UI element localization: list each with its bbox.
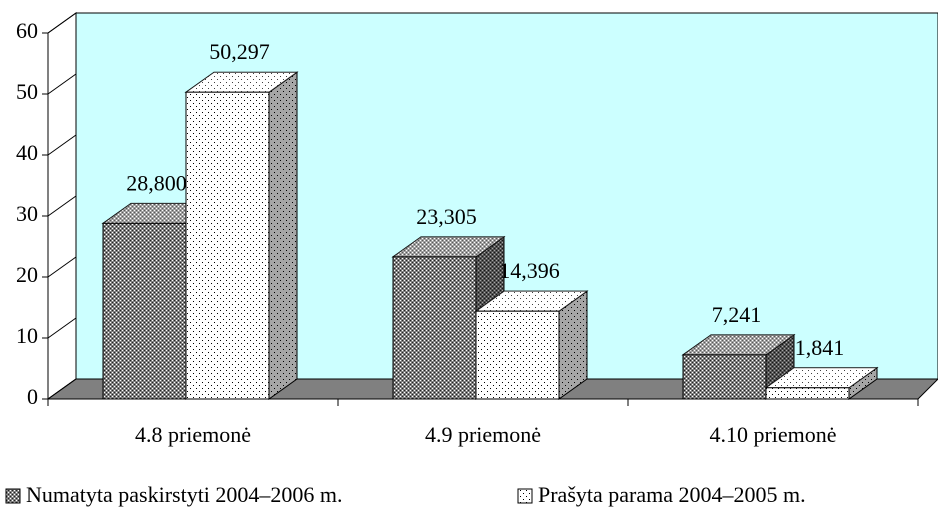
bar-top-shade <box>476 291 587 312</box>
x-tick-label: 4.8 priemonė <box>135 422 251 447</box>
y-tick-label: 20 <box>16 262 38 287</box>
y-wall-tick <box>47 378 77 400</box>
y-tick-label: 0 <box>27 384 38 409</box>
bar <box>475 310 560 400</box>
y-tick-label: 50 <box>16 79 38 104</box>
bar-top-shade <box>186 72 297 93</box>
y-wall-tick <box>47 195 77 217</box>
value-label: 14,396 <box>499 258 560 283</box>
bar <box>392 256 477 400</box>
value-label: 28,800 <box>126 170 187 195</box>
bar <box>185 91 270 400</box>
bar-side-shade <box>559 291 587 399</box>
x-tick-label: 4.10 priemonė <box>709 422 836 447</box>
bar-side-shade <box>269 72 297 400</box>
legend-swatch <box>5 488 21 504</box>
x-tick-label: 4.9 priemonė <box>425 422 541 447</box>
bar-top-shade <box>766 367 877 388</box>
y-tick-label: 30 <box>16 201 38 226</box>
legend-swatch <box>517 488 533 504</box>
legend-label: Prašyta parama 2004–2005 m. <box>538 482 806 507</box>
value-label: 23,305 <box>416 204 477 229</box>
y-tick-label: 60 <box>16 18 38 43</box>
y-wall-tick <box>47 256 77 278</box>
bar-side-shade <box>849 367 877 399</box>
value-label: 1,841 <box>795 335 845 360</box>
value-label: 7,241 <box>712 302 762 327</box>
y-wall-tick <box>47 73 77 95</box>
value-label: 50,297 <box>209 39 270 64</box>
bar-top-shade <box>683 334 794 355</box>
y-wall-tick <box>47 317 77 339</box>
y-wall-tick <box>47 134 77 156</box>
y-wall-tick <box>47 12 77 34</box>
bar <box>102 222 187 400</box>
y-tick-label: 40 <box>16 140 38 165</box>
bar <box>765 387 850 400</box>
y-tick-label: 10 <box>16 323 38 348</box>
bar <box>682 354 767 400</box>
legend-label: Numatyta paskirstyti 2004–2006 m. <box>26 482 343 507</box>
bar-top-shade <box>393 236 504 257</box>
